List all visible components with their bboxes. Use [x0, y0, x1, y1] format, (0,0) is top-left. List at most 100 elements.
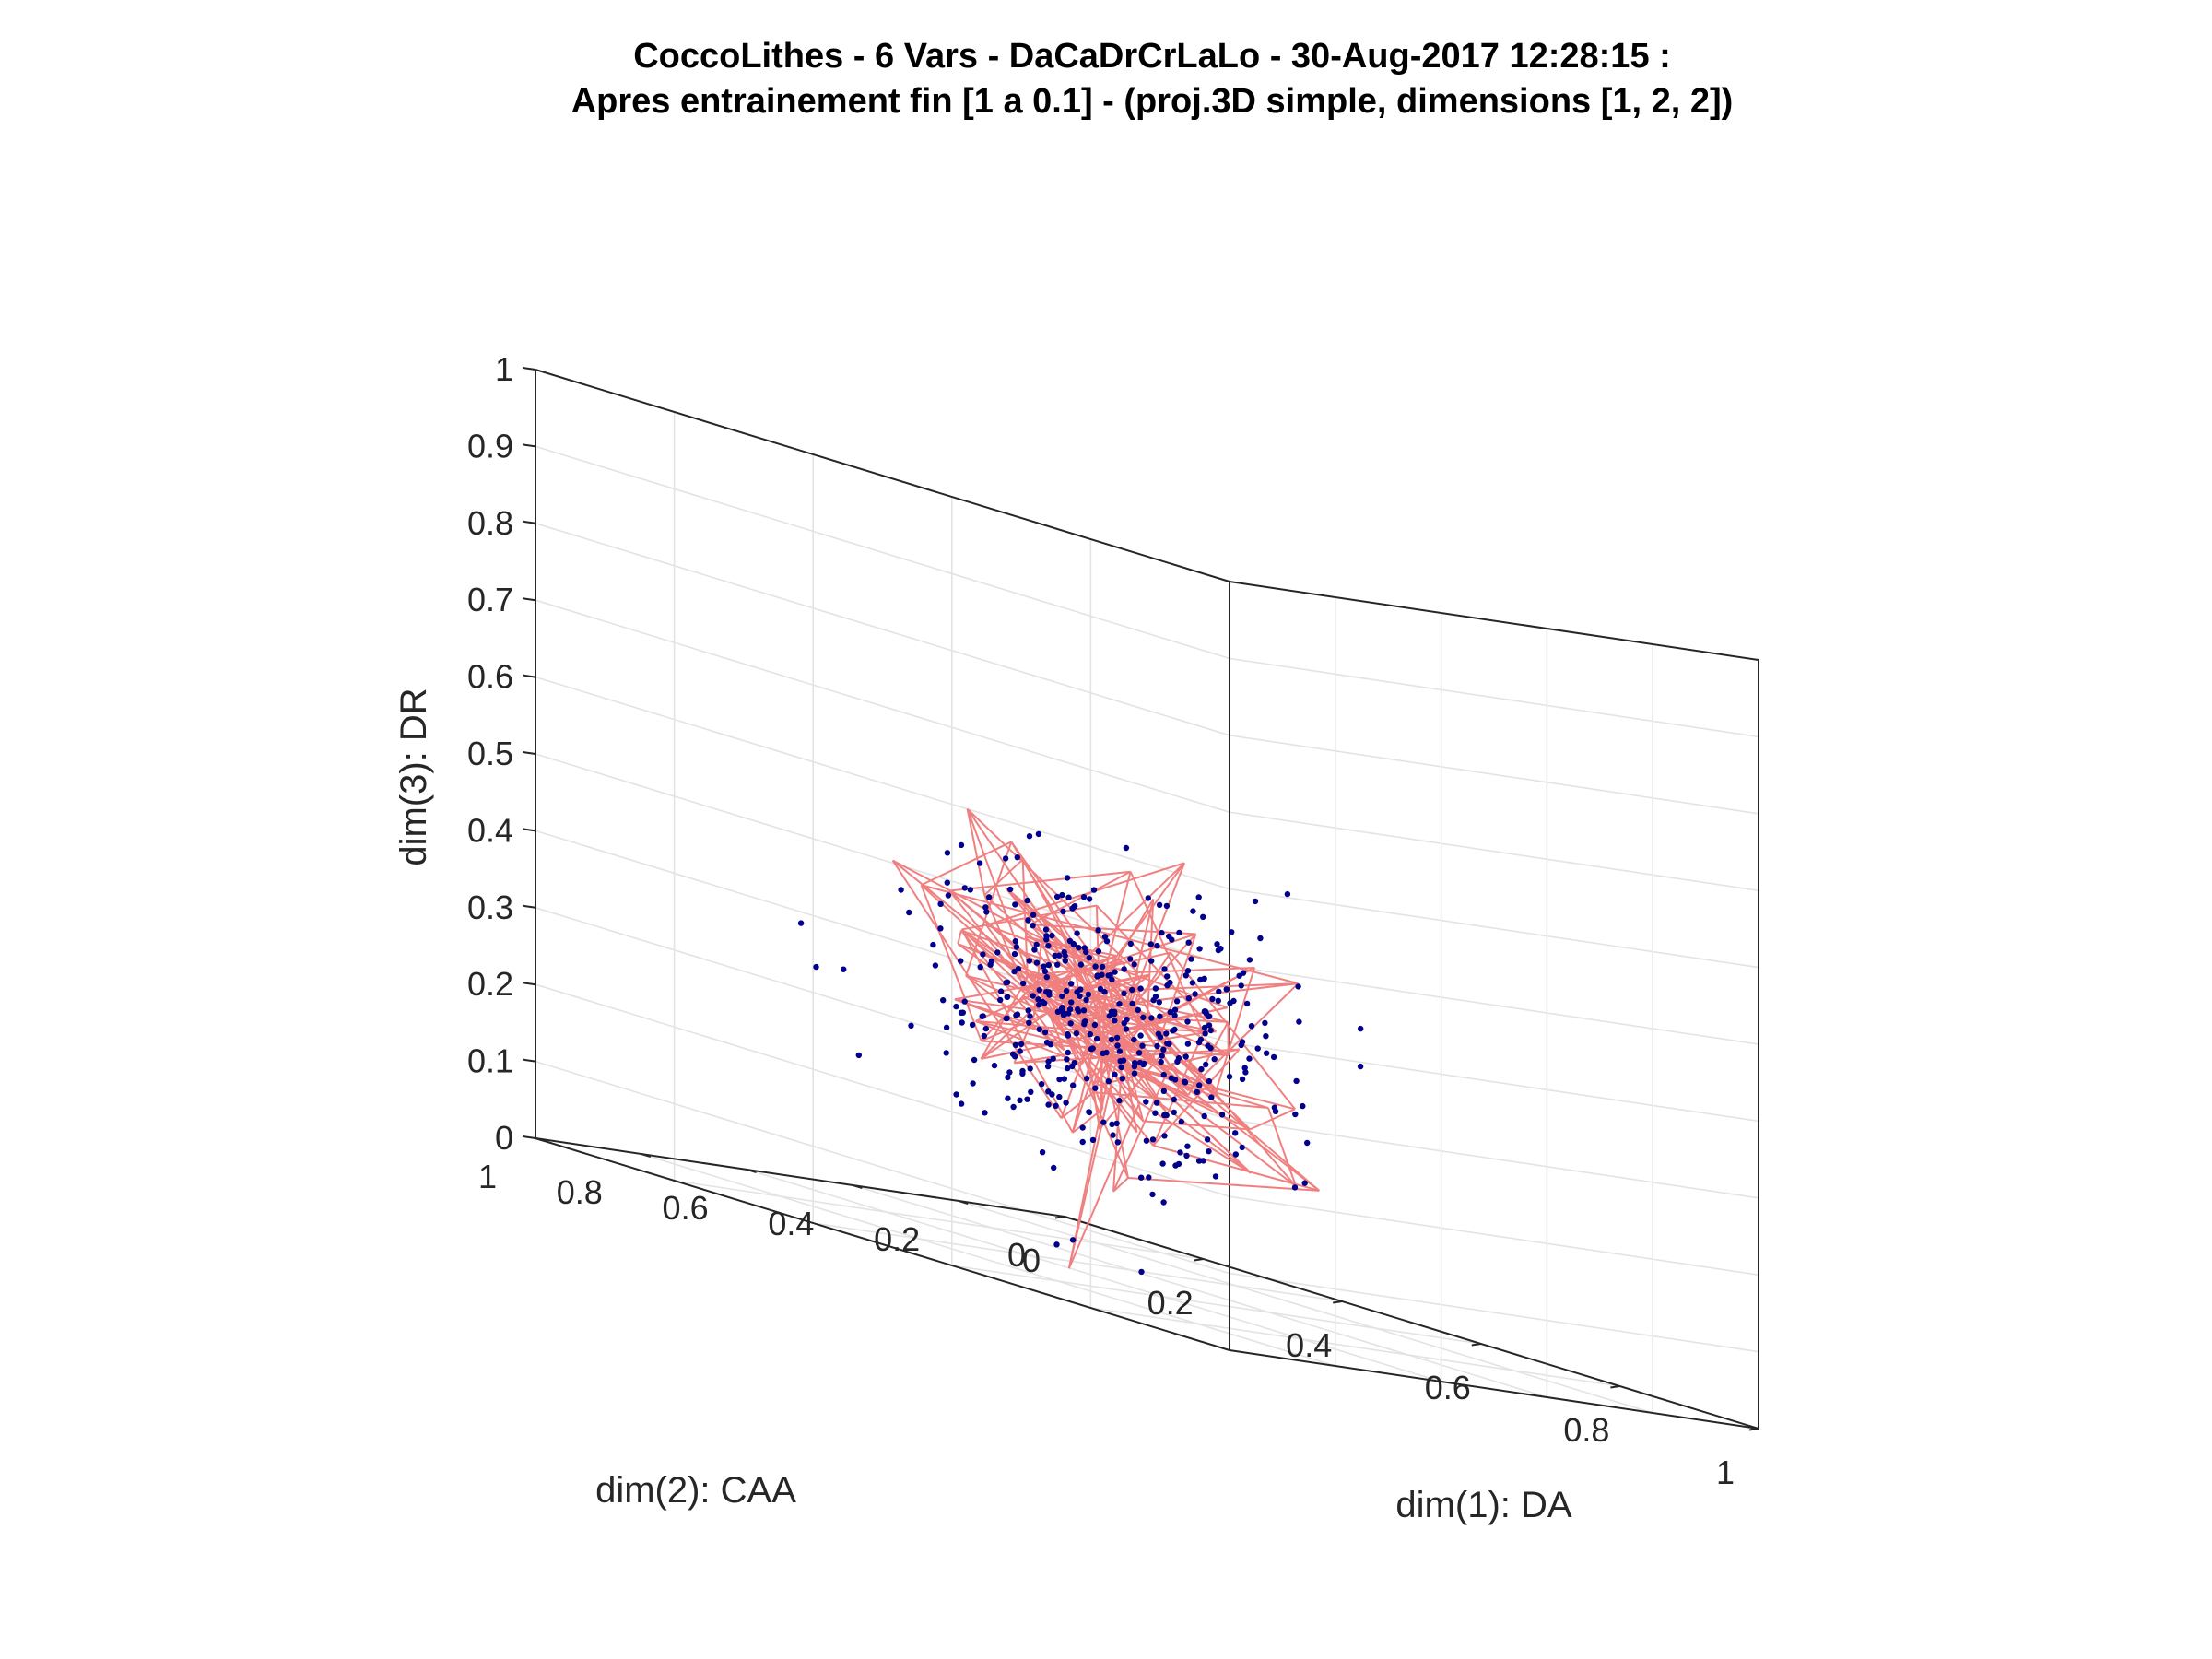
data-point [1159, 929, 1165, 936]
data-point [1099, 971, 1105, 978]
data-point [1079, 1124, 1086, 1131]
axes-box [522, 367, 1759, 1431]
data-point [1206, 1148, 1212, 1155]
data-point [1041, 968, 1049, 975]
data-point [1223, 986, 1230, 993]
som-edge [1147, 1014, 1297, 1187]
z-tick-mark [522, 367, 536, 371]
y-tick-mark [853, 1184, 863, 1189]
data-point [979, 1013, 985, 1019]
data-point [1033, 941, 1040, 948]
som-edge [1038, 971, 1215, 1110]
z-tick-mark [522, 1058, 536, 1063]
som-edge [1010, 841, 1072, 939]
data-point [1081, 1021, 1088, 1028]
data-point [1010, 1103, 1017, 1111]
data-point [1195, 894, 1202, 900]
som-edge [1081, 933, 1197, 1065]
som-edge [1138, 1101, 1252, 1174]
z-tick-label: 0.1 [467, 1042, 513, 1080]
data-point [1161, 966, 1168, 972]
data-point [1040, 998, 1046, 1006]
grid-line-backxz-z [535, 907, 1230, 1121]
data-point [1175, 1160, 1182, 1168]
data-point [1012, 1053, 1018, 1060]
data-point [961, 998, 968, 1005]
data-point [1152, 994, 1159, 1000]
data-point [1208, 1094, 1215, 1100]
x-tick-label: 0.4 [1286, 1326, 1332, 1364]
data-point [1174, 1058, 1181, 1065]
data-point [1248, 1023, 1255, 1030]
data-point [981, 1032, 988, 1040]
data-point [1017, 1048, 1023, 1054]
data-point [1006, 1069, 1013, 1076]
data-point [1257, 935, 1264, 942]
data-point [1036, 1002, 1042, 1008]
data-point [1035, 830, 1042, 838]
data-point [1041, 1029, 1049, 1036]
data-point [1195, 1158, 1203, 1164]
data-point [1170, 1028, 1176, 1034]
data-point [1105, 972, 1112, 979]
som-edge [1005, 887, 1062, 934]
grid-line-floor-y [958, 1200, 1653, 1414]
som-edge [1073, 982, 1299, 994]
data-point [1045, 961, 1053, 969]
data-point [1017, 1097, 1023, 1104]
som-edge [1213, 1108, 1320, 1192]
data-point [1121, 1020, 1127, 1027]
som-edge [1060, 931, 1216, 1098]
data-point [1101, 934, 1109, 940]
data-point [985, 894, 993, 900]
data-point [1209, 995, 1216, 1003]
data-point [1212, 1173, 1219, 1180]
data-point [1185, 995, 1193, 1002]
data-point [1083, 996, 1089, 1004]
data-point [1152, 985, 1159, 992]
data-point [1112, 1018, 1118, 1024]
data-point [1129, 986, 1135, 994]
data-point [908, 1022, 914, 1030]
data-point [1171, 1012, 1178, 1018]
som-edge [1036, 982, 1083, 1065]
z-tick-mark [522, 597, 536, 602]
data-point [1094, 972, 1100, 979]
data-point [855, 1052, 862, 1059]
data-point [1196, 946, 1203, 952]
data-point [1012, 938, 1019, 945]
chart-subtitle: Apres entrainement fin [1 a 0.1] - (proj… [571, 82, 1734, 121]
data-point [1291, 1184, 1299, 1191]
data-point [1077, 961, 1085, 968]
data-point [1196, 1082, 1203, 1088]
som-edge [1075, 898, 1155, 1030]
som-edge [891, 860, 1063, 1119]
data-point [1123, 1026, 1130, 1032]
data-point [1027, 1013, 1033, 1019]
data-point [1026, 958, 1033, 964]
data-point [1123, 844, 1130, 852]
data-point [1139, 1042, 1146, 1049]
data-point [1097, 985, 1104, 993]
data-point [1147, 941, 1155, 947]
data-point [1049, 932, 1055, 939]
data-point [1099, 963, 1106, 971]
som-edge [1092, 990, 1141, 1093]
data-point [1293, 1077, 1300, 1085]
x-tick-label: 0.6 [1425, 1369, 1471, 1406]
data-point [1295, 983, 1301, 990]
data-point [1206, 1077, 1213, 1085]
data-point [1063, 987, 1070, 994]
data-point [1157, 1013, 1163, 1019]
axis-edge [535, 369, 1230, 582]
data-point [1086, 955, 1093, 961]
data-point [1086, 896, 1093, 902]
data-point [1118, 1064, 1124, 1071]
data-point [1131, 1036, 1137, 1043]
x-tick-mark [1194, 1258, 1204, 1262]
data-point [1113, 1034, 1121, 1041]
som-edge [1030, 870, 1132, 926]
som-edge [921, 884, 1299, 985]
som-edge [1187, 982, 1300, 1091]
z-tick-label: 0.8 [467, 504, 513, 542]
